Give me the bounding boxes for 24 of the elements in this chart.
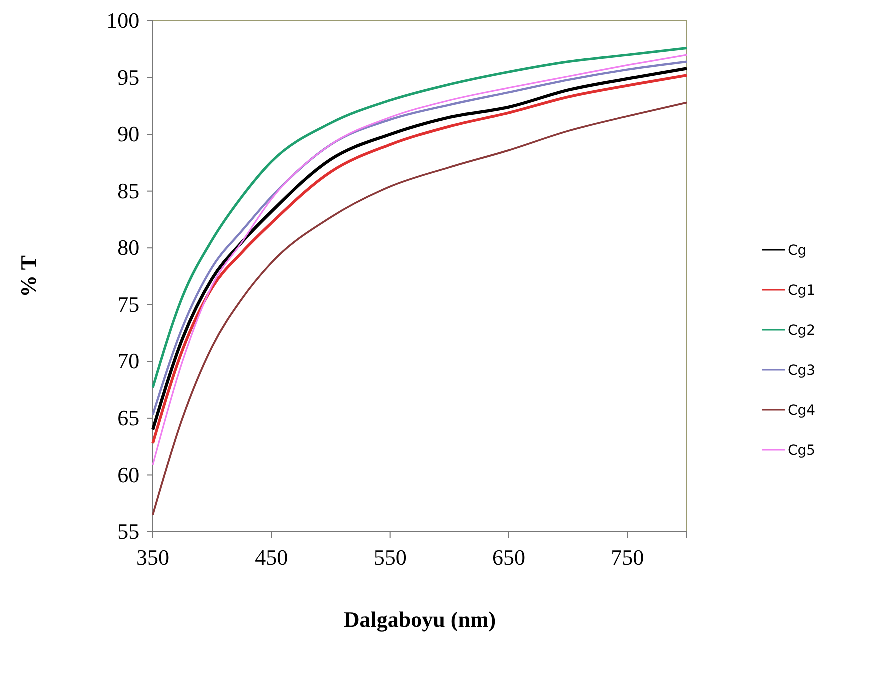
y-tick-label: 85 xyxy=(118,178,140,204)
x-tick-label: 450 xyxy=(255,545,288,570)
y-tick-label: 75 xyxy=(118,292,140,317)
y-tick-label: 90 xyxy=(118,122,140,147)
y-tick-label: 55 xyxy=(118,519,140,544)
legend-label: Cg2 xyxy=(788,322,816,339)
y-tick-label: 65 xyxy=(118,405,140,430)
y-axis-title: % T xyxy=(16,255,41,298)
legend-label: Cg4 xyxy=(788,402,816,419)
x-tick-label: 350 xyxy=(136,545,170,570)
legend-label: Cg3 xyxy=(788,362,816,379)
y-tick-label: 60 xyxy=(118,462,140,488)
y-tick-label: 95 xyxy=(118,64,140,90)
x-tick-label: 750 xyxy=(611,545,644,570)
x-tick-label: 550 xyxy=(374,545,407,570)
x-tick-label: 650 xyxy=(492,545,526,570)
y-tick-label: 80 xyxy=(118,235,140,260)
legend-label: Cg xyxy=(788,242,807,259)
line-series xyxy=(152,102,688,516)
y-tick-label: 70 xyxy=(118,348,140,374)
x-axis-title: Dalgaboyu (nm) xyxy=(344,607,496,632)
legend-label: Cg1 xyxy=(788,282,816,299)
legend-label: Cg5 xyxy=(788,442,816,459)
y-tick-label: 100 xyxy=(106,8,140,34)
